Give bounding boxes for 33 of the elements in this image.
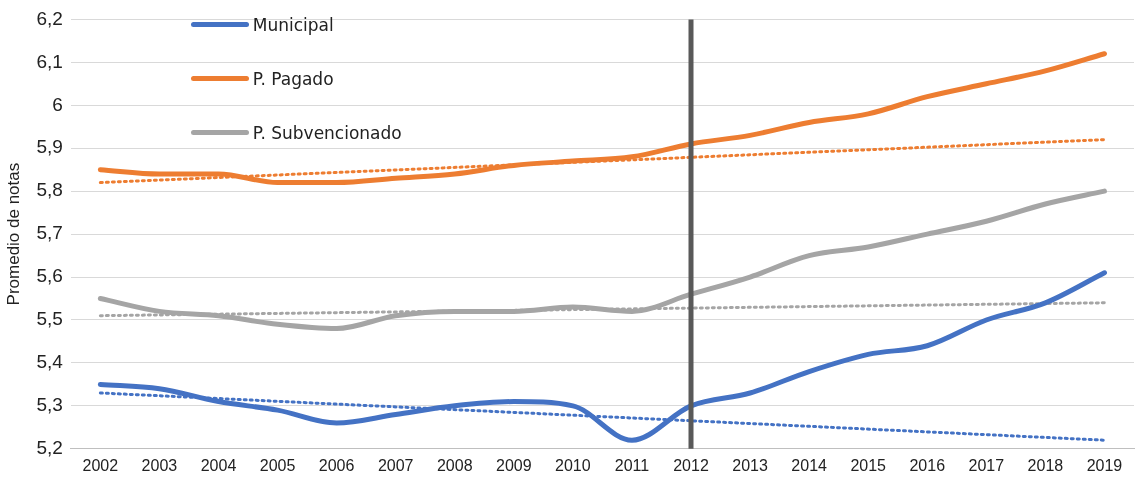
x-tick-label: 2007 [377,456,414,474]
x-tick-label: 2013 [732,456,768,474]
x-tick-label: 2017 [968,456,1005,474]
y-axis-title: Promedio de notas [3,162,23,306]
y-tick-label: 5,7 [36,222,63,244]
x-tick-label: 2015 [850,456,887,474]
x-tick-label: 2016 [909,456,946,474]
x-tick-label: 2018 [1027,456,1064,474]
x-tick-label: 2004 [200,456,237,474]
x-tick-label: 2019 [1086,456,1123,474]
x-tick-label: 2009 [496,456,532,474]
y-tick-label: 5,5 [36,308,63,330]
x-tick-label: 2003 [141,456,178,474]
legend-label: Municipal [252,14,334,35]
legend-label: P. Subvencionado [252,122,402,143]
x-tick-label: 2005 [259,456,296,474]
y-tick-label: 5,8 [36,179,63,201]
x-tick-label: 2011 [614,456,650,474]
y-tick-label: 5,9 [36,136,63,158]
y-tick-label: 5,3 [36,394,63,416]
legend-label: P. Pagado [252,68,334,89]
y-tick-label: 5,4 [36,351,64,373]
y-tick-label: 6 [52,93,63,115]
x-tick-label: 2012 [673,456,709,474]
x-tick-label: 2008 [436,456,473,474]
x-tick-label: 2006 [318,456,355,474]
y-tick-label: 5,2 [36,437,63,459]
x-tick-label: 2002 [82,456,119,474]
y-tick-label: 6,2 [36,7,63,29]
y-tick-label: 5,6 [36,265,63,287]
y-tick-label: 6,1 [36,50,63,72]
x-tick-label: 2014 [791,456,828,474]
x-tick-label: 2010 [555,456,591,474]
